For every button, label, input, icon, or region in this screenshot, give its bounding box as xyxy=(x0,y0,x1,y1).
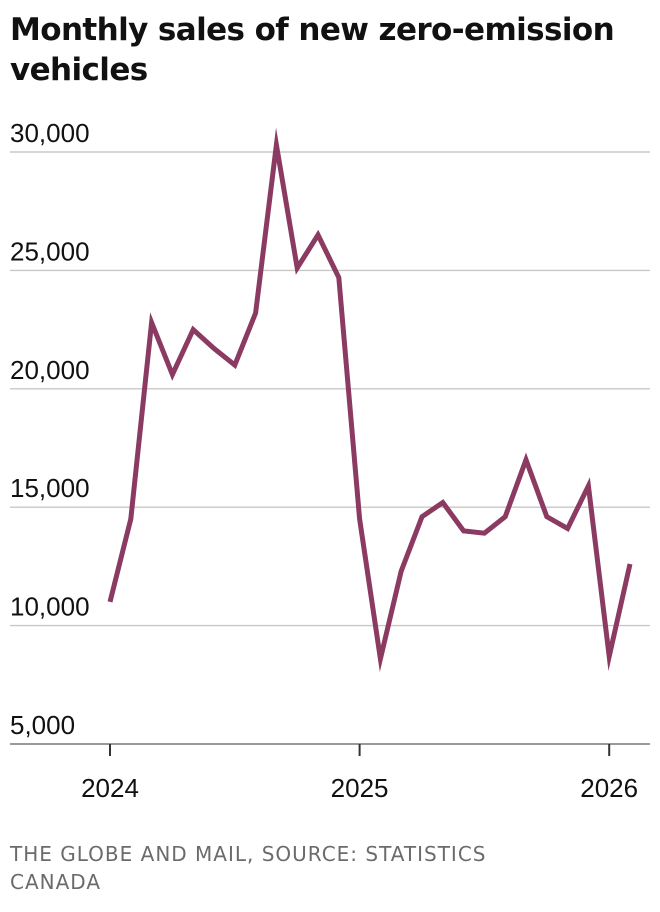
data-point xyxy=(524,457,529,462)
data-point xyxy=(628,562,633,567)
data-point xyxy=(565,526,570,531)
data-point xyxy=(461,528,466,533)
chart-title: Monthly sales of new zero-emission vehic… xyxy=(10,12,615,88)
data-point xyxy=(544,514,549,519)
x-tick-label: 2024 xyxy=(81,773,139,803)
data-point xyxy=(274,142,279,147)
data-point xyxy=(232,363,237,368)
source-note: THE GLOBE AND MAIL, SOURCE: STATISTICS C… xyxy=(10,842,487,894)
x-tick-label: 2025 xyxy=(331,773,389,803)
data-point xyxy=(212,346,217,351)
data-point xyxy=(503,514,508,519)
data-point xyxy=(586,483,591,488)
y-tick-label: 30,000 xyxy=(10,118,90,148)
data-point xyxy=(253,311,258,316)
data-point xyxy=(378,656,383,661)
data-point xyxy=(607,654,612,659)
data-point xyxy=(336,275,341,280)
data-point xyxy=(316,232,321,237)
data-point xyxy=(149,320,154,325)
y-tick-label: 15,000 xyxy=(10,473,90,503)
y-tick-label: 5,000 xyxy=(10,710,75,740)
data-point xyxy=(399,569,404,574)
series-line xyxy=(107,127,633,673)
data-point xyxy=(440,500,445,505)
data-point xyxy=(357,517,362,522)
data-point xyxy=(108,599,113,604)
data-point xyxy=(482,531,487,536)
y-tick-label: 25,000 xyxy=(10,236,90,266)
data-point xyxy=(295,266,300,271)
x-tick-label: 2026 xyxy=(580,773,638,803)
data-point xyxy=(191,327,196,332)
data-point xyxy=(170,372,175,377)
data-point xyxy=(420,514,425,519)
y-tick-label: 20,000 xyxy=(10,355,90,385)
data-point xyxy=(128,517,133,522)
y-tick-label: 10,000 xyxy=(10,592,90,622)
